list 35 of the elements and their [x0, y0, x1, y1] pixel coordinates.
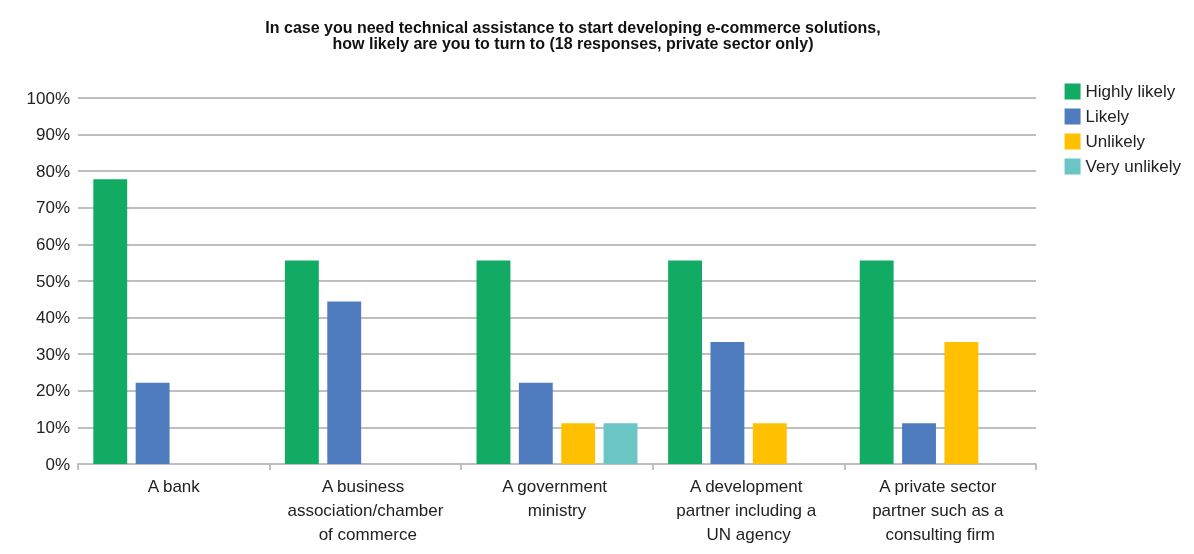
x-tick-label: A bank — [147, 476, 201, 496]
bar — [284, 260, 319, 464]
x-tick-label: A government ministry — [502, 476, 612, 520]
y-tick-label: 70% — [35, 198, 70, 218]
x-tick-label: A business association/chamber of commerce — [287, 476, 444, 544]
bar — [561, 423, 596, 464]
legend-label: Highly likely — [1085, 82, 1176, 101]
legend-label: Very unlikely — [1085, 157, 1182, 176]
y-tick-label: 80% — [35, 161, 70, 181]
y-tick-label: 90% — [35, 125, 70, 145]
bar — [327, 301, 362, 464]
bar — [518, 382, 553, 464]
y-tick-label: 20% — [35, 381, 70, 401]
x-tick-label: A development partner including a UN agency — [676, 476, 821, 544]
bar — [944, 342, 979, 464]
x-tick-label: A private sector partner such as a consulting firm — [872, 476, 1009, 544]
bar — [135, 382, 170, 464]
bar — [476, 260, 511, 464]
y-tick-label: 60% — [35, 234, 70, 254]
legend-label: Likely — [1085, 107, 1130, 126]
y-tick-label: 30% — [35, 344, 70, 364]
y-tick-label: 50% — [35, 271, 70, 291]
y-tick-label: 100% — [26, 88, 70, 108]
chart-title: In case you need technical assistance to start developing e-commerce solutions, how likely are you to turn to (18 responses, private sector only) — [265, 18, 881, 52]
bar — [710, 342, 745, 464]
bar — [603, 423, 638, 464]
y-tick-label: 40% — [35, 308, 70, 328]
y-tick-label: 10% — [35, 417, 70, 437]
legend-label: Unlikely — [1085, 132, 1146, 151]
bar — [93, 179, 128, 464]
y-tick-label: 0% — [45, 454, 70, 474]
bar — [752, 423, 787, 464]
bar — [859, 260, 894, 464]
bar — [902, 423, 936, 464]
bar — [668, 260, 703, 464]
